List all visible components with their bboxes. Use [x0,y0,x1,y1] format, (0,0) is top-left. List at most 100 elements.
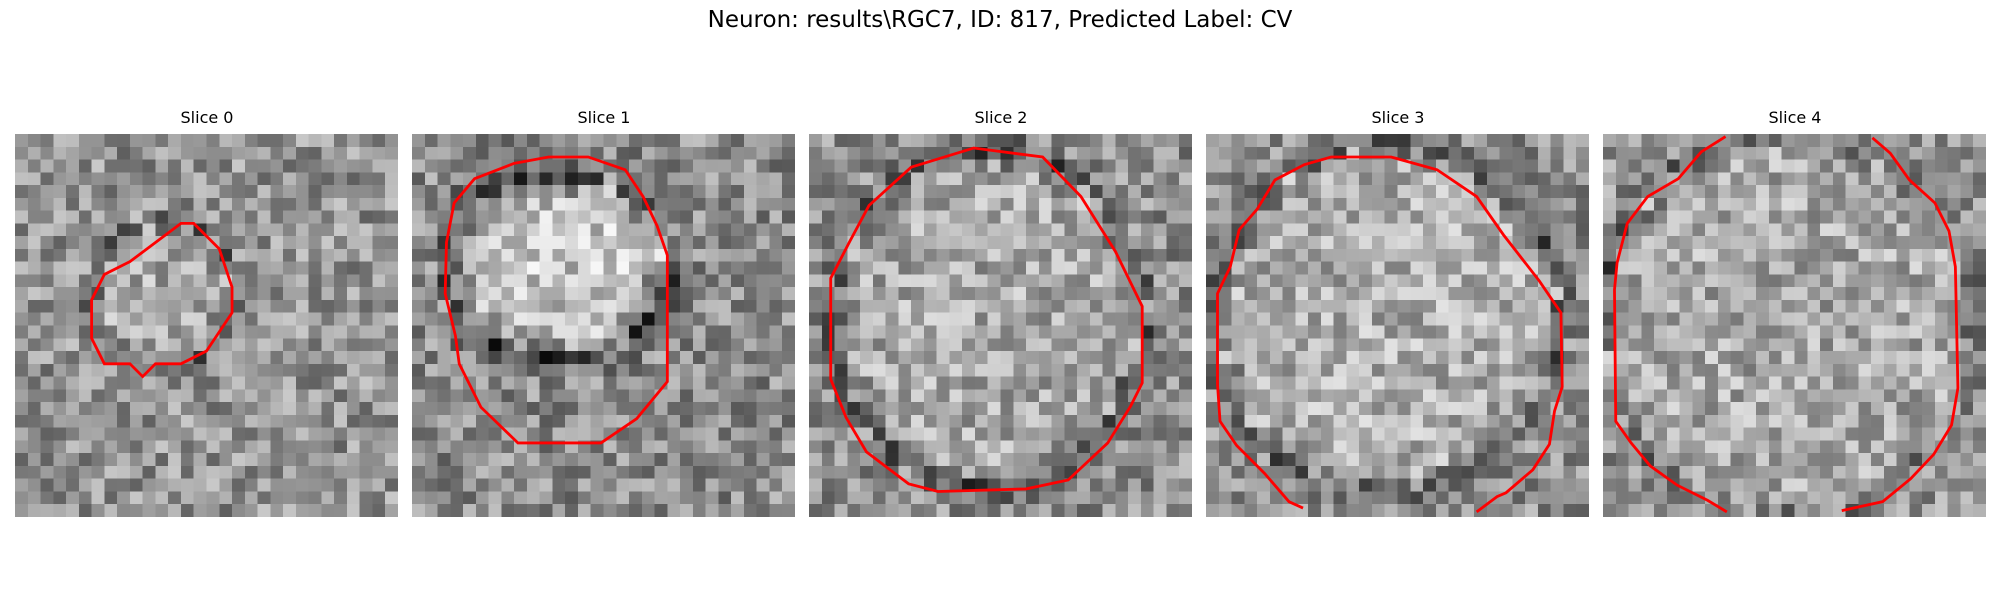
pixel [692,376,706,390]
pixel [821,402,835,416]
pixel [283,159,297,173]
pixel [1026,236,1040,250]
pixel [1244,223,1258,237]
pixel [987,210,1001,224]
pixel [1666,389,1680,403]
pixel [1641,274,1655,288]
pixel [885,363,899,377]
pixel [809,185,823,199]
pixel [244,134,258,148]
pixel [117,376,131,390]
pixel [1308,197,1322,211]
pixel [577,402,591,416]
pixel [53,172,67,186]
pixel [987,453,1001,467]
pixel [1166,274,1180,288]
pixel [104,402,118,416]
pixel [821,248,835,262]
pixel [987,491,1001,505]
pixel [1692,478,1706,492]
pixel [667,172,681,186]
pixel [1576,185,1589,199]
pixel [1794,363,1808,377]
pixel [450,134,464,148]
pixel [1013,210,1027,224]
pixel [1603,402,1617,416]
pixel [346,338,360,352]
pixel [1333,185,1347,199]
pixel [1308,402,1322,416]
pixel [1794,248,1808,262]
pixel [1820,159,1834,173]
pixel [168,159,182,173]
pixel [1845,197,1859,211]
pixel [1832,376,1846,390]
pixel [1730,159,1744,173]
pixel [1730,146,1744,160]
pixel [1666,134,1680,148]
pixel [129,427,143,441]
pixel [1486,465,1500,479]
pixel [629,159,643,173]
pixel [1537,210,1551,224]
pixel [1435,223,1449,237]
pixel [898,504,912,517]
pixel [629,402,643,416]
pixel [1883,236,1897,250]
pixel [1486,363,1500,377]
pixel [514,299,528,313]
pixel [488,274,502,288]
pixel [1871,261,1885,275]
pixel [334,504,348,517]
pixel [1730,185,1744,199]
pixel [193,376,207,390]
pixel [1858,338,1872,352]
pixel [1051,465,1065,479]
pixel [654,274,668,288]
pixel [769,185,783,199]
pixel [1218,465,1232,479]
pixel [1717,146,1731,160]
pixel [539,363,553,377]
pixel [1140,223,1154,237]
pixel [78,197,92,211]
pixel [437,504,451,517]
pixel [1499,363,1513,377]
pixel [53,478,67,492]
pixel [782,197,795,211]
pixel [1166,325,1180,339]
pixel [526,312,540,326]
pixel [1525,478,1539,492]
pixel [501,210,515,224]
pixel [1179,504,1192,517]
pixel [1371,287,1385,301]
pixel [756,172,770,186]
pixel [1295,146,1309,160]
pixel [206,287,220,301]
pixel [334,453,348,467]
pixel [1359,274,1373,288]
pixel [949,274,963,288]
pixel [860,402,874,416]
pixel [27,236,41,250]
pixel [1486,185,1500,199]
pixel [334,402,348,416]
pixel [1423,236,1437,250]
pixel [193,248,207,262]
pixel [821,287,835,301]
pixel [1794,197,1808,211]
pixel [334,338,348,352]
pixel [1896,134,1910,148]
pixel [40,185,54,199]
pixel [91,248,105,262]
pixel [450,478,464,492]
pixel [1666,491,1680,505]
pixel [1858,478,1872,492]
pixel [129,440,143,454]
pixel [334,478,348,492]
pixel [756,389,770,403]
pixel [1794,389,1808,403]
pixel [1371,223,1385,237]
pixel [232,363,246,377]
pixel [565,287,579,301]
